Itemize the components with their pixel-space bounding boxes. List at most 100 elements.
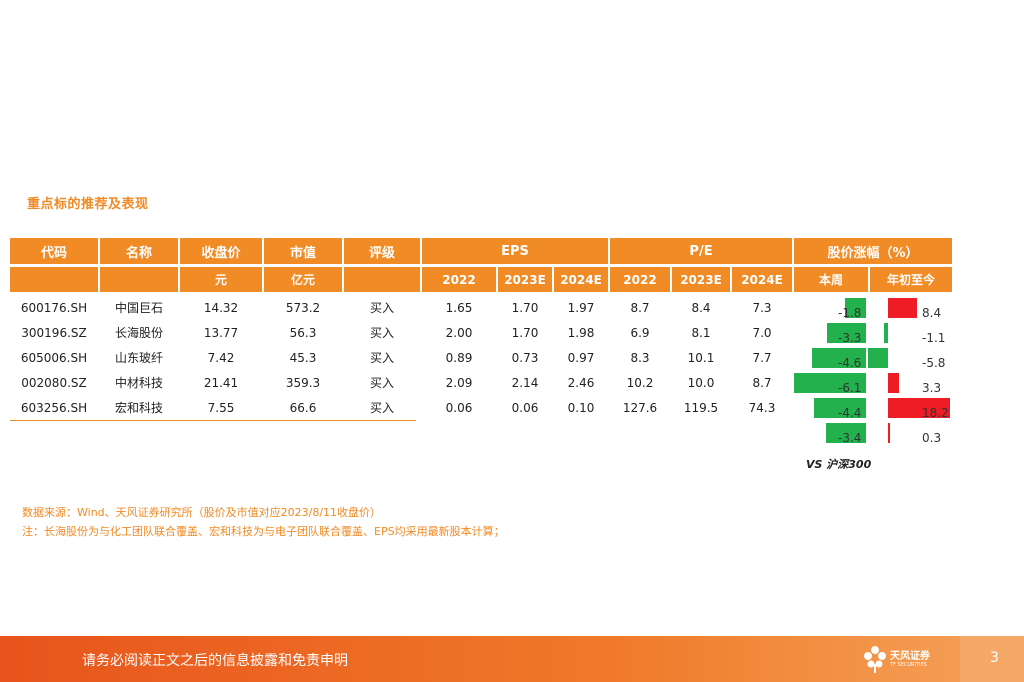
cell-eps-2024e: 2.46 (567, 375, 595, 390)
cell-pe-2022: 10.2 (626, 375, 654, 390)
cell-eps-2024e: 1.97 (567, 300, 595, 315)
cell-pe-2023e: 119.5 (683, 400, 719, 415)
cell-eps-2022: 0.06 (445, 400, 473, 415)
cell-eps-2022: 0.89 (445, 350, 473, 365)
header-pe-2022: 2022 (610, 267, 670, 292)
table-row: 300196.SZ 长海股份 13.77 56.3 买入 2.00 1.70 1… (10, 320, 952, 345)
cell-rating: 买入 (369, 401, 394, 415)
header-eps-2022: 2022 (422, 267, 496, 292)
cell-close: 7.55 (207, 400, 235, 415)
header-week: 本周 (794, 267, 868, 292)
ytd-change-label: -5.8 (922, 355, 946, 370)
cell-close: 13.77 (203, 325, 239, 340)
header-rating-unit (344, 267, 420, 292)
week-change-label: -1.8 (838, 305, 862, 320)
cell-name: 宏和科技 (114, 401, 163, 415)
cell-eps-2023e: 1.70 (511, 325, 539, 340)
cell-eps-2022: 2.09 (445, 375, 473, 390)
week-change-label: -4.4 (838, 405, 862, 420)
header-eps: EPS (422, 238, 608, 264)
header-close-unit: 元 (180, 267, 262, 292)
cell-pe-2024e: 7.3 (752, 300, 772, 315)
week-change-bar (794, 373, 866, 393)
header-eps-2023e: 2023E (498, 267, 552, 292)
ytd-change-bar (888, 423, 890, 443)
cell-pe-2024e: 74.3 (748, 400, 776, 415)
header-pe-2024e: 2024E (732, 267, 792, 292)
week-change-label: -3.3 (838, 330, 862, 345)
ytd-change-bar (888, 398, 950, 418)
cell-eps-2023e: 1.70 (511, 300, 539, 315)
ytd-change-label: 3.3 (922, 380, 942, 395)
cell-name: 中材科技 (114, 376, 163, 390)
cell-pe-2022: 127.6 (622, 400, 658, 415)
benchmark-label: VS 沪深300 (806, 458, 872, 471)
cell-eps-2024e: 0.97 (567, 350, 595, 365)
cell-eps-2023e: 2.14 (511, 375, 539, 390)
source-note: 数据来源：Wind、天风证券研究所（股价及市值对应2023/8/11收盘价） (22, 506, 382, 519)
header-code-unit (10, 267, 98, 292)
coverage-note: 注：长海股份为与化工团队联合覆盖、宏和科技为与电子团队联合覆盖、EPS均采用最新… (22, 525, 505, 538)
header-mcap: 市值 (264, 238, 342, 264)
cell-eps-2023e: 0.06 (511, 400, 539, 415)
header-row-1: 代码 名称 收盘价 市值 评级 EPS P/E 股价涨幅（%） (10, 238, 952, 264)
cell-pe-2023e: 8.1 (691, 325, 711, 340)
footer-bar: 请务必阅读正文之后的信息披露和免责申明 天风证券 TF SECURITIES 3 (0, 636, 1024, 682)
cell-mcap: 359.3 (285, 375, 321, 390)
cell-name: 山东玻纤 (114, 351, 163, 365)
cell-code: 600176.SH (20, 300, 88, 315)
cell-eps-2023e: 0.73 (511, 350, 539, 365)
ytd-change-bar (888, 373, 900, 393)
logo-subtext: TF SECURITIES (890, 662, 927, 668)
cell-rating: 买入 (369, 326, 394, 340)
cell-close: 14.32 (203, 300, 239, 315)
cell-pe-2024e: 8.7 (752, 375, 772, 390)
header-close: 收盘价 (180, 238, 262, 264)
cell-pe-2023e: 10.1 (687, 350, 715, 365)
disclaimer-text: 请务必阅读正文之后的信息披露和免责申明 (82, 653, 348, 669)
ytd-change-label: 0.3 (922, 430, 942, 445)
flower-logo-icon (864, 646, 886, 673)
header-rating: 评级 (344, 238, 420, 264)
cell-rating: 买入 (369, 376, 394, 390)
cell-mcap: 573.2 (285, 300, 321, 315)
header-name-unit (100, 267, 178, 292)
cell-pe-2023e: 8.4 (691, 300, 711, 315)
header-row-2: 元 亿元 2022 2023E 2024E 2022 2023E 2024E 本… (10, 267, 952, 293)
section-title: 重点标的推荐及表现 (27, 197, 149, 212)
ytd-change-bar (884, 323, 888, 343)
header-mcap-unit: 亿元 (264, 267, 342, 292)
cell-close: 7.42 (207, 350, 235, 365)
tf-securities-logo: 天风证券 TF SECURITIES (862, 644, 942, 676)
cell-code: 002080.SZ (21, 375, 87, 390)
week-change-bar (811, 348, 866, 368)
table-bottom-rule (10, 420, 416, 421)
week-change-bar (825, 423, 866, 443)
cell-pe-2022: 6.9 (630, 325, 650, 340)
cell-mcap: 56.3 (289, 325, 317, 340)
cell-rating: 买入 (369, 301, 394, 315)
week-change-label: -4.6 (838, 355, 862, 370)
cell-mcap: 45.3 (289, 350, 317, 365)
header-change: 股价涨幅（%） (794, 238, 952, 264)
cell-rating: 买入 (369, 351, 394, 365)
cell-mcap: 66.6 (289, 400, 317, 415)
week-change-bar (844, 298, 866, 318)
cell-eps-2024e: 0.10 (567, 400, 595, 415)
cell-pe-2024e: 7.0 (752, 325, 772, 340)
table-row: 603256.SH 宏和科技 7.55 66.6 买入 0.06 0.06 0.… (10, 395, 952, 420)
ytd-change-bar (888, 298, 917, 318)
ytd-change-label: -1.1 (922, 330, 946, 345)
week-change-label: -3.4 (838, 430, 862, 445)
header-code: 代码 (10, 238, 98, 264)
cell-eps-2024e: 1.98 (567, 325, 595, 340)
table-row: 002080.SZ 中材科技 21.41 359.3 买入 2.09 2.14 … (10, 370, 952, 395)
week-change-bar (814, 398, 866, 418)
header-eps-2024e: 2024E (554, 267, 608, 292)
cell-pe-2022: 8.7 (630, 300, 650, 315)
cell-eps-2022: 2.00 (445, 325, 473, 340)
table-row: 605006.SH 山东玻纤 7.42 45.3 买入 0.89 0.73 0.… (10, 345, 952, 370)
page-number: 3 (990, 650, 999, 666)
table-row: 600176.SH 中国巨石 14.32 573.2 买入 1.65 1.70 … (10, 295, 952, 320)
cell-code: 605006.SH (20, 350, 88, 365)
